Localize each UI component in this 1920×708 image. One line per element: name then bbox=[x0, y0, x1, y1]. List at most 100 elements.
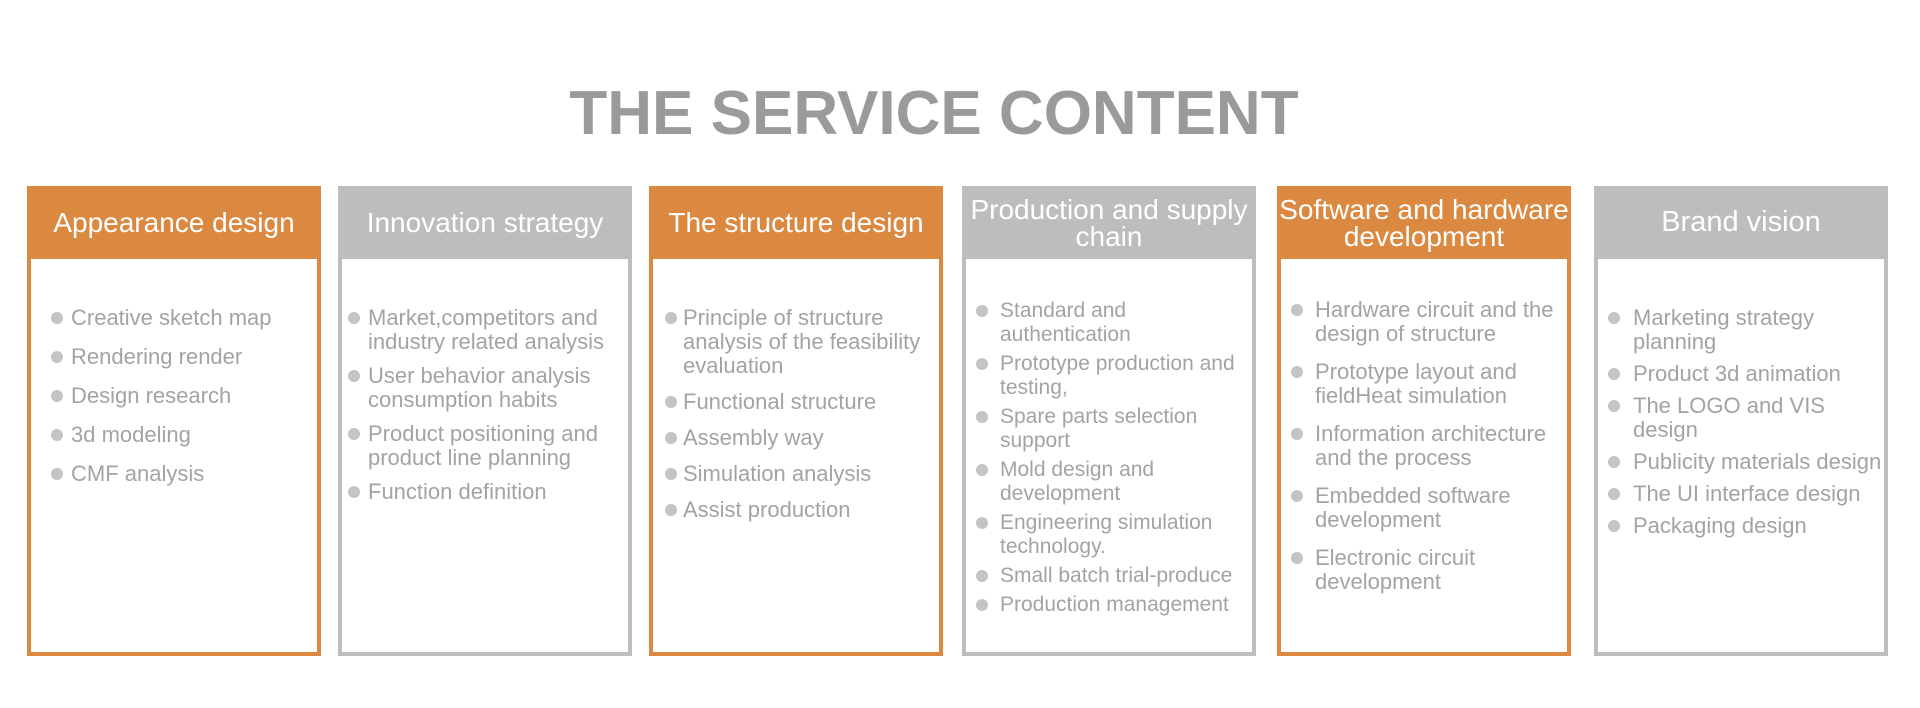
list-item: Assist production bbox=[665, 498, 937, 522]
bullet-icon bbox=[1291, 552, 1303, 564]
bullet-icon bbox=[665, 312, 677, 324]
bullet-icon bbox=[665, 396, 677, 408]
list-item: Rendering render bbox=[51, 345, 315, 369]
list-item-label: Hardware circuit and the design of struc… bbox=[1315, 297, 1554, 346]
bullet-icon bbox=[976, 599, 988, 611]
service-list: Standard and authentication Prototype pro… bbox=[976, 299, 1250, 617]
list-item: Engineering simulation technology. bbox=[976, 511, 1250, 559]
list-item-label: Publicity materials design bbox=[1633, 449, 1882, 474]
service-list: Hardware circuit and the design of struc… bbox=[1291, 298, 1565, 594]
list-item: The LOGO and VIS design bbox=[1608, 394, 1882, 442]
list-item: Function definition bbox=[348, 480, 626, 504]
bullet-icon bbox=[1608, 312, 1620, 324]
list-item-label: User behavior analysis consumption habit… bbox=[368, 363, 591, 412]
page-title: THE SERVICE CONTENT bbox=[569, 79, 1299, 148]
list-item: Packaging design bbox=[1608, 514, 1882, 538]
list-item: Prototype layout and fieldHeat simulatio… bbox=[1291, 360, 1565, 408]
list-item: Embedded software development bbox=[1291, 484, 1565, 532]
list-item-label: Product 3d animation bbox=[1633, 361, 1841, 386]
list-item: Design research bbox=[51, 384, 315, 408]
list-item: User behavior analysis consumption habit… bbox=[348, 364, 626, 412]
list-item-label: Marketing strategy planning bbox=[1633, 305, 1814, 354]
bullet-icon bbox=[665, 468, 677, 480]
list-item-label: The LOGO and VIS design bbox=[1633, 393, 1825, 442]
list-item-label: Mold design and development bbox=[1000, 458, 1155, 505]
list-item: Information architecture and the process bbox=[1291, 422, 1565, 470]
service-card: Brand vision Marketing strategy planning P… bbox=[1594, 186, 1888, 656]
list-item: CMF analysis bbox=[51, 462, 315, 486]
list-item-label: Engineering simulation technology. bbox=[1000, 511, 1213, 558]
service-list: Principle of structure analysis of the f… bbox=[665, 306, 937, 522]
list-item-label: Creative sketch map bbox=[71, 305, 272, 330]
list-item: Creative sketch map bbox=[51, 306, 315, 330]
list-item-label: CMF analysis bbox=[71, 461, 205, 486]
list-item: Small batch trial-produce bbox=[976, 564, 1250, 588]
list-item: Principle of structure analysis of the f… bbox=[665, 306, 937, 378]
list-item-label: Packaging design bbox=[1633, 513, 1807, 538]
list-item: Functional structure bbox=[665, 390, 937, 414]
bullet-icon bbox=[1291, 490, 1303, 502]
list-item: Simulation analysis bbox=[665, 462, 937, 486]
list-item-label: The UI interface design bbox=[1633, 481, 1861, 506]
bullet-icon bbox=[348, 312, 360, 324]
card-title: Innovation strategy bbox=[338, 186, 632, 259]
list-item-label: Design research bbox=[71, 383, 232, 408]
bullet-icon bbox=[51, 351, 63, 363]
list-item-label: Simulation analysis bbox=[683, 461, 872, 486]
list-item: Mold design and development bbox=[976, 458, 1250, 506]
list-item: 3d modeling bbox=[51, 423, 315, 447]
list-item-label: 3d modeling bbox=[71, 422, 191, 447]
list-item-label: Functional structure bbox=[683, 389, 877, 414]
list-item-label: Function definition bbox=[368, 479, 547, 504]
list-item: The UI interface design bbox=[1608, 482, 1882, 506]
bullet-icon bbox=[348, 486, 360, 498]
bullet-icon bbox=[665, 432, 677, 444]
bullet-icon bbox=[976, 570, 988, 582]
bullet-icon bbox=[1291, 428, 1303, 440]
bullet-icon bbox=[1608, 520, 1620, 532]
bullet-icon bbox=[348, 428, 360, 440]
list-item-label: Product positioning and product line pla… bbox=[368, 421, 598, 470]
list-item: Spare parts selection support bbox=[976, 405, 1250, 453]
bullet-icon bbox=[976, 305, 988, 317]
list-item-label: Small batch trial-produce bbox=[1000, 564, 1233, 587]
list-item: Marketing strategy planning bbox=[1608, 306, 1882, 354]
list-item: Assembly way bbox=[665, 426, 937, 450]
service-card: The structure design Principle of structu… bbox=[649, 186, 943, 656]
service-list: Marketing strategy planning Product 3d an… bbox=[1608, 306, 1882, 538]
list-item: Product 3d animation bbox=[1608, 362, 1882, 386]
bullet-icon bbox=[1608, 400, 1620, 412]
list-item-label: Standard and authentication bbox=[1000, 299, 1131, 346]
card-title: Brand vision bbox=[1594, 186, 1888, 259]
list-item: Hardware circuit and the design of struc… bbox=[1291, 298, 1565, 346]
card-title: Software and hardware development bbox=[1277, 186, 1571, 259]
list-item-label: Production management bbox=[1000, 593, 1229, 616]
card-title: The structure design bbox=[649, 186, 943, 259]
bullet-icon bbox=[348, 370, 360, 382]
card-title: Production and supply chain bbox=[962, 186, 1256, 259]
list-item: Market,competitors and industry related … bbox=[348, 306, 626, 354]
list-item: Prototype production and testing, bbox=[976, 352, 1250, 400]
list-item-label: Prototype production and testing, bbox=[1000, 352, 1235, 399]
bullet-icon bbox=[51, 468, 63, 480]
list-item: Product positioning and product line pla… bbox=[348, 422, 626, 470]
list-item-label: Market,competitors and industry related … bbox=[368, 305, 605, 354]
bullet-icon bbox=[976, 358, 988, 370]
card-title: Appearance design bbox=[27, 186, 321, 259]
list-item: Production management bbox=[976, 593, 1250, 617]
service-card: Appearance design Creative sketch map Rend… bbox=[27, 186, 321, 656]
list-item: Publicity materials design bbox=[1608, 450, 1882, 474]
service-list: Market,competitors and industry related … bbox=[348, 306, 626, 504]
list-item-label: Principle of structure analysis of the f… bbox=[683, 305, 921, 378]
list-item-label: Assembly way bbox=[683, 425, 824, 450]
list-item-label: Electronic circuit development bbox=[1315, 545, 1476, 594]
service-card: Production and supply chain Standard and … bbox=[962, 186, 1256, 656]
list-item-label: Embedded software development bbox=[1315, 483, 1511, 532]
bullet-icon bbox=[1608, 488, 1620, 500]
service-card: Innovation strategy Market,competitors an… bbox=[338, 186, 632, 656]
list-item-label: Rendering render bbox=[71, 344, 243, 369]
bullet-icon bbox=[976, 517, 988, 529]
bullet-icon bbox=[976, 464, 988, 476]
bullet-icon bbox=[976, 411, 988, 423]
list-item: Standard and authentication bbox=[976, 299, 1250, 347]
